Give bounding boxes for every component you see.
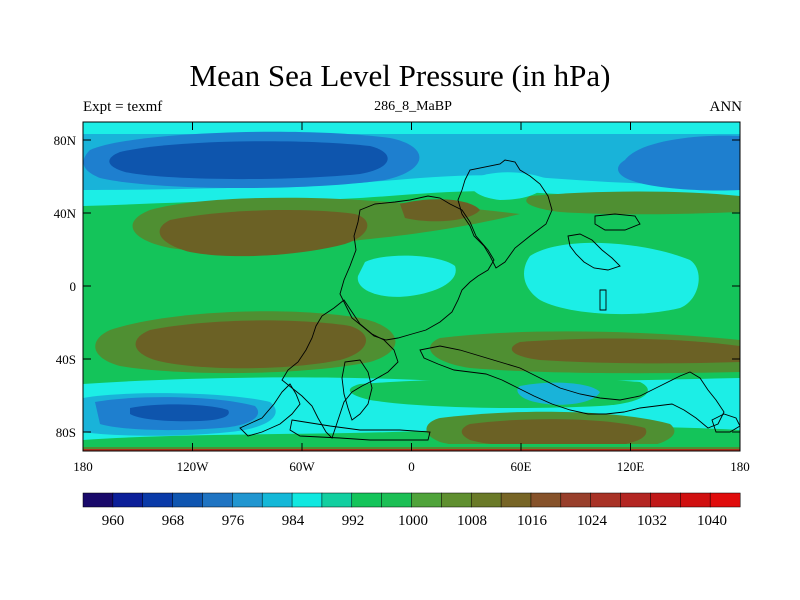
colorbar-label: 1016 bbox=[517, 513, 548, 529]
colorbar-swatch bbox=[351, 492, 383, 508]
colorbar-swatch bbox=[650, 492, 681, 508]
colorbar-label: 1040 bbox=[697, 513, 727, 529]
colorbar-swatch bbox=[590, 492, 621, 508]
map-title: Mean Sea Level Pressure (in hPa) bbox=[189, 58, 611, 93]
colorbar-swatch bbox=[620, 492, 651, 508]
y-tick-labels: 80N 40N 0 40S 80S bbox=[54, 133, 77, 440]
x-tick-label: 60W bbox=[289, 459, 315, 474]
colorbar-swatch bbox=[709, 492, 741, 508]
x-tick-label: 60E bbox=[511, 459, 532, 474]
colorbar-swatch bbox=[291, 492, 323, 508]
colorbar-label: 960 bbox=[102, 513, 125, 529]
x-tick-label: 180 bbox=[730, 459, 750, 474]
experiment-label: Expt = texmf bbox=[83, 99, 163, 115]
y-tick-label: 80S bbox=[56, 425, 76, 440]
colorbar-swatch bbox=[82, 492, 114, 508]
colorbar-swatch bbox=[112, 492, 144, 508]
colorbar-swatch bbox=[321, 492, 353, 508]
colorbar-label: 976 bbox=[222, 513, 245, 529]
colorbar-swatch bbox=[411, 492, 442, 508]
pressure-field bbox=[83, 122, 740, 451]
axis-ticks bbox=[82, 122, 741, 451]
colorbar-swatch bbox=[172, 492, 203, 508]
colorbar-swatch bbox=[381, 492, 412, 508]
x-tick-label: 120E bbox=[617, 459, 645, 474]
x-tick-label: 0 bbox=[408, 459, 415, 474]
colorbar-swatch bbox=[500, 492, 532, 508]
colorbar bbox=[82, 492, 741, 508]
y-tick-label: 40S bbox=[56, 352, 76, 367]
x-tick-labels: 180 120W 60W 0 60E 120E 180 bbox=[73, 459, 750, 474]
colorbar-swatch bbox=[560, 492, 592, 508]
season-label: ANN bbox=[709, 99, 743, 115]
coastline-outlines bbox=[239, 159, 740, 441]
colorbar-label: 1024 bbox=[577, 513, 608, 529]
colorbar-label: 992 bbox=[342, 513, 365, 529]
colorbar-swatch bbox=[470, 492, 502, 508]
colorbar-swatch bbox=[680, 492, 711, 508]
colorbar-label: 1000 bbox=[398, 513, 428, 529]
colorbar-label: 1032 bbox=[637, 513, 667, 529]
colorbar-swatch bbox=[530, 492, 562, 508]
colorbar-labels: 960 968 976 984 992 1000 1008 1016 1024 … bbox=[102, 513, 727, 529]
colorbar-label: 968 bbox=[162, 513, 185, 529]
y-tick-label: 40N bbox=[54, 206, 77, 221]
x-tick-label: 120W bbox=[177, 459, 210, 474]
colorbar-swatch bbox=[202, 492, 233, 508]
y-tick-label: 0 bbox=[70, 279, 77, 294]
colorbar-swatch bbox=[261, 492, 293, 508]
period-label: 286_8_MaBP bbox=[374, 99, 452, 114]
y-tick-label: 80N bbox=[54, 133, 77, 148]
colorbar-label: 984 bbox=[282, 513, 305, 529]
colorbar-swatch bbox=[441, 492, 472, 508]
colorbar-label: 1008 bbox=[457, 513, 487, 529]
colorbar-swatch bbox=[232, 492, 263, 508]
colorbar-swatch bbox=[142, 492, 174, 508]
x-tick-label: 180 bbox=[73, 459, 93, 474]
